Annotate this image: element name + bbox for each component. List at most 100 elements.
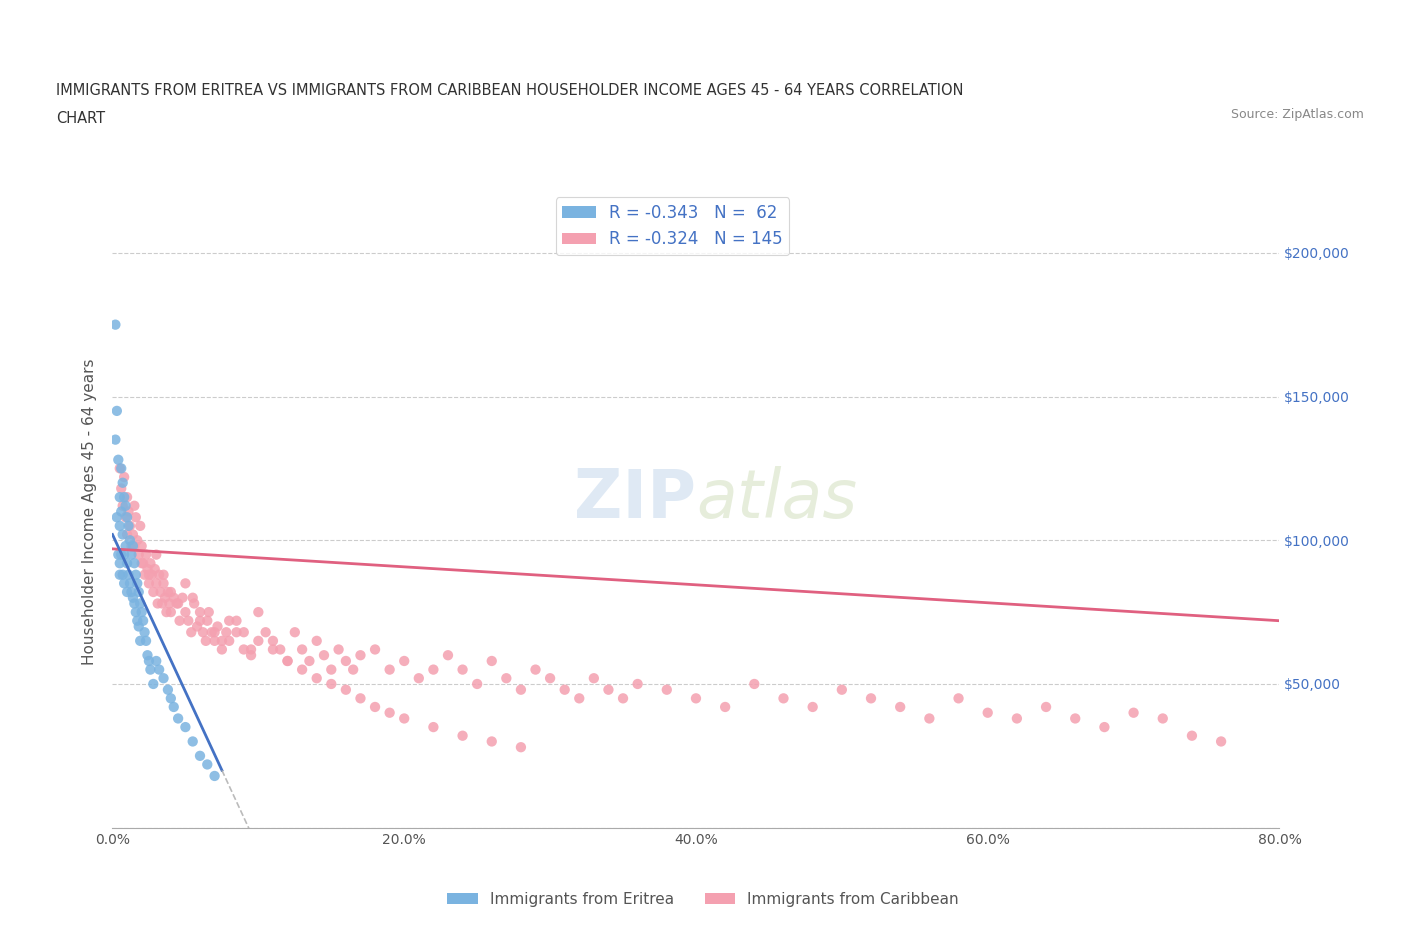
Point bbox=[150, 596, 173, 611]
Point bbox=[131, 556, 153, 571]
Point bbox=[801, 699, 824, 714]
Point bbox=[451, 728, 474, 743]
Point bbox=[139, 556, 162, 571]
Point bbox=[655, 683, 678, 698]
Point bbox=[131, 538, 153, 553]
Point bbox=[110, 481, 132, 496]
Point bbox=[129, 518, 152, 533]
Point bbox=[626, 676, 648, 691]
Point bbox=[188, 604, 211, 619]
Point bbox=[127, 576, 149, 591]
Point bbox=[1209, 734, 1232, 749]
Text: IMMIGRANTS FROM ERITREA VS IMMIGRANTS FROM CARIBBEAN HOUSEHOLDER INCOME AGES 45 : IMMIGRANTS FROM ERITREA VS IMMIGRANTS FR… bbox=[56, 83, 963, 98]
Point bbox=[240, 648, 263, 663]
Point bbox=[481, 654, 503, 669]
Point bbox=[422, 662, 444, 677]
Point bbox=[160, 691, 183, 706]
Point bbox=[117, 567, 139, 582]
Point bbox=[108, 556, 131, 571]
Point bbox=[284, 625, 307, 640]
Point bbox=[115, 490, 138, 505]
Point bbox=[321, 662, 343, 677]
Point bbox=[120, 585, 142, 600]
Point bbox=[714, 699, 737, 714]
Point bbox=[122, 538, 145, 553]
Point bbox=[124, 596, 146, 611]
Point bbox=[163, 591, 186, 605]
Point bbox=[128, 547, 150, 562]
Point bbox=[172, 591, 194, 605]
Point bbox=[115, 556, 138, 571]
Point bbox=[169, 613, 191, 628]
Point bbox=[204, 768, 226, 783]
Point bbox=[107, 452, 129, 467]
Point bbox=[174, 604, 197, 619]
Point bbox=[107, 547, 129, 562]
Point bbox=[142, 676, 165, 691]
Point bbox=[138, 654, 160, 669]
Point bbox=[120, 538, 142, 553]
Point bbox=[582, 671, 605, 685]
Point bbox=[124, 556, 146, 571]
Point bbox=[131, 604, 153, 619]
Point bbox=[524, 662, 547, 677]
Point bbox=[139, 662, 162, 677]
Point bbox=[312, 648, 335, 663]
Point bbox=[1005, 711, 1028, 726]
Point bbox=[149, 585, 172, 600]
Text: ZIP: ZIP bbox=[574, 466, 696, 532]
Point bbox=[141, 567, 163, 582]
Point bbox=[134, 567, 156, 582]
Point bbox=[153, 591, 176, 605]
Point bbox=[136, 648, 159, 663]
Point bbox=[118, 518, 141, 533]
Point bbox=[167, 596, 190, 611]
Point bbox=[195, 757, 218, 772]
Point bbox=[201, 625, 224, 640]
Point bbox=[115, 527, 138, 542]
Point bbox=[104, 317, 127, 332]
Point bbox=[188, 749, 211, 764]
Point bbox=[225, 625, 247, 640]
Point bbox=[163, 699, 186, 714]
Point bbox=[125, 510, 148, 525]
Point bbox=[342, 662, 364, 677]
Point bbox=[186, 619, 208, 634]
Point bbox=[132, 556, 155, 571]
Point bbox=[232, 625, 254, 640]
Point bbox=[160, 585, 183, 600]
Point bbox=[174, 720, 197, 735]
Point bbox=[1181, 728, 1204, 743]
Point bbox=[120, 547, 142, 562]
Point bbox=[276, 654, 298, 669]
Point bbox=[146, 596, 169, 611]
Point bbox=[321, 676, 343, 691]
Point bbox=[349, 691, 371, 706]
Point bbox=[247, 633, 270, 648]
Point bbox=[291, 642, 314, 657]
Point bbox=[918, 711, 941, 726]
Point bbox=[481, 734, 503, 749]
Point bbox=[108, 461, 131, 476]
Point bbox=[132, 613, 155, 628]
Point bbox=[1092, 720, 1115, 735]
Text: atlas: atlas bbox=[696, 466, 858, 532]
Point bbox=[685, 691, 707, 706]
Point bbox=[204, 633, 226, 648]
Point bbox=[195, 613, 218, 628]
Y-axis label: Householder Income Ages 45 - 64 years: Householder Income Ages 45 - 64 years bbox=[82, 358, 97, 665]
Point bbox=[124, 538, 146, 553]
Point bbox=[157, 596, 180, 611]
Point bbox=[335, 683, 357, 698]
Point bbox=[174, 576, 197, 591]
Point bbox=[108, 518, 131, 533]
Point bbox=[156, 585, 179, 600]
Point bbox=[305, 671, 328, 685]
Point bbox=[194, 633, 217, 648]
Point bbox=[262, 633, 284, 648]
Point bbox=[128, 619, 150, 634]
Point bbox=[104, 432, 127, 447]
Point bbox=[155, 604, 177, 619]
Point bbox=[276, 654, 298, 669]
Point bbox=[112, 470, 135, 485]
